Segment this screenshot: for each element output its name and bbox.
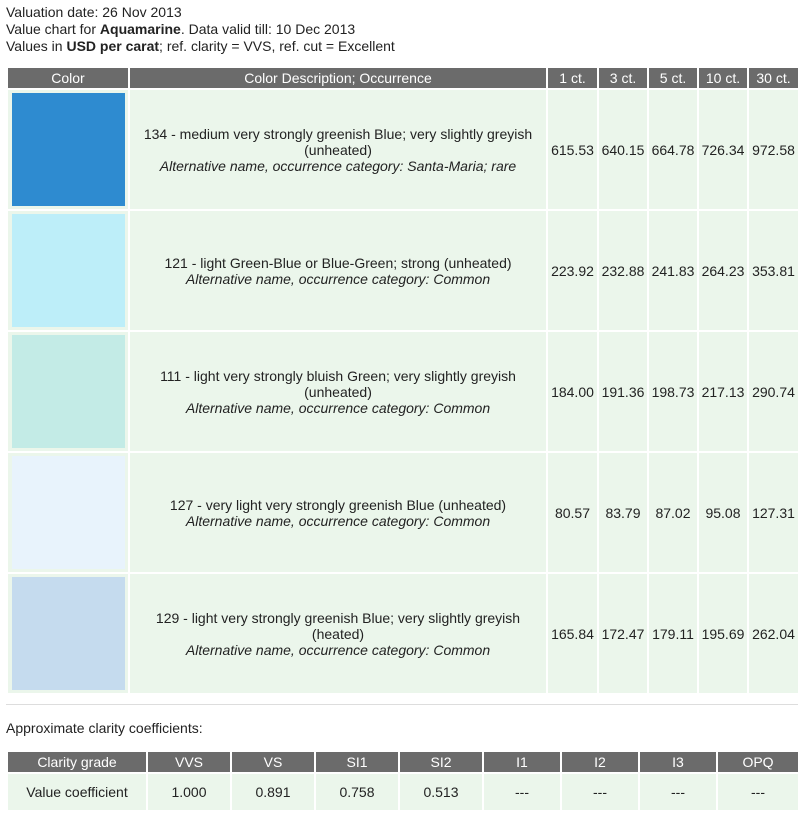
column-header: 5 ct. <box>649 68 697 88</box>
column-header: Color Description; Occurrence <box>130 68 546 88</box>
row: 127 - very light very strongly greenish … <box>8 453 798 572</box>
header-row: Clarity grade VVS VS SI1 SI2 I1 I2 I3 OPQ <box>8 752 798 772</box>
column-header: OPQ <box>718 752 798 772</box>
value-cell: 87.02 <box>649 453 697 572</box>
text: ; ref. clarity = VVS, ref. cut = Excelle… <box>159 38 395 54</box>
value-cell: 290.74 <box>749 332 798 451</box>
description-cell: 127 - very light very strongly greenish … <box>130 453 546 572</box>
text: . Data valid till: 10 Dec 2013 <box>180 21 356 37</box>
coefficient: --- <box>640 774 716 810</box>
header: Valuation date: 26 Nov 2013 Value chart … <box>6 4 395 55</box>
value-cell: 262.04 <box>749 574 798 693</box>
units-line: Values in USD per carat; ref. clarity = … <box>6 38 395 55</box>
value-cell: 172.47 <box>599 574 647 693</box>
color-swatch <box>11 456 125 569</box>
column-header: I2 <box>562 752 638 772</box>
value-cell: 972.58 <box>749 90 798 209</box>
color-swatch <box>11 214 125 327</box>
column-header: I1 <box>484 752 560 772</box>
clarity-title: Approximate clarity coefficients: <box>6 720 203 736</box>
text: Value chart for <box>6 21 100 37</box>
column-header: Clarity grade <box>8 752 146 772</box>
description: 134 - medium very strongly greenish Blue… <box>143 125 533 158</box>
column-header: SI2 <box>400 752 482 772</box>
color-swatch <box>11 335 125 448</box>
occurrence: Alternative name, occurrence category: C… <box>185 270 491 287</box>
occurrence: Alternative name, occurrence category: C… <box>185 399 491 416</box>
value-cell: 83.79 <box>599 453 647 572</box>
value-cell: 191.36 <box>599 332 647 451</box>
coefficient: --- <box>562 774 638 810</box>
row-label: Value coefficient <box>8 774 146 810</box>
header-row: Color Color Description; Occurrence 1 ct. 3… <box>8 68 798 88</box>
value-cell: 165.84 <box>548 574 597 693</box>
description: 129 - light very strongly greenish Blue;… <box>155 609 521 642</box>
column-header: SI1 <box>316 752 398 772</box>
column-header: I3 <box>640 752 716 772</box>
color-swatch <box>11 93 125 206</box>
swatch-cell <box>8 211 128 330</box>
separator <box>6 704 798 705</box>
value-cell: 127.31 <box>749 453 798 572</box>
value-table: Color Color Description; Occurrence 1 ct. 3… <box>6 66 800 695</box>
value-cell: 726.34 <box>699 90 747 209</box>
row: 121 - light Green-Blue or Blue-Green; st… <box>8 211 798 330</box>
value-cell: 232.88 <box>599 211 647 330</box>
value-cell: 241.83 <box>649 211 697 330</box>
description-cell: 134 - medium very strongly greenish Blue… <box>130 90 546 209</box>
value-cell: 95.08 <box>699 453 747 572</box>
description: 121 - light Green-Blue or Blue-Green; st… <box>164 254 512 271</box>
value-cell: 217.13 <box>699 332 747 451</box>
column-header: VS <box>232 752 314 772</box>
column-header: Color <box>8 68 128 88</box>
occurrence: Alternative name, occurrence category: S… <box>159 157 517 174</box>
value-cell: 179.11 <box>649 574 697 693</box>
clarity-table: Clarity grade VVS VS SI1 SI2 I1 I2 I3 OPQ Value c… <box>6 750 800 812</box>
coefficient: 0.758 <box>316 774 398 810</box>
column-header: 30 ct. <box>749 68 798 88</box>
swatch-cell <box>8 453 128 572</box>
value-cell: 615.53 <box>548 90 597 209</box>
value-cell: 223.92 <box>548 211 597 330</box>
gem-name: Aquamarine <box>99 21 181 37</box>
column-header: 10 ct. <box>699 68 747 88</box>
description-cell: 129 - light very strongly greenish Blue;… <box>130 574 546 693</box>
chart-line: Value chart for Aquamarine. Data valid t… <box>6 21 395 38</box>
value-cell: 353.81 <box>749 211 798 330</box>
column-header: 3 ct. <box>599 68 647 88</box>
swatch-cell <box>8 574 128 693</box>
units: USD per carat <box>66 38 160 54</box>
description-cell: 121 - light Green-Blue or Blue-Green; st… <box>130 211 546 330</box>
value-cell: 198.73 <box>649 332 697 451</box>
row: 111 - light very strongly bluish Green; … <box>8 332 798 451</box>
column-header: 1 ct. <box>548 68 597 88</box>
row: 129 - light very strongly greenish Blue;… <box>8 574 798 693</box>
color-swatch <box>11 577 125 690</box>
description: 111 - light very strongly bluish Green; … <box>160 367 516 400</box>
value-cell: 195.69 <box>699 574 747 693</box>
value-cell: 184.00 <box>548 332 597 451</box>
swatch-cell <box>8 90 128 209</box>
value-cell: 664.78 <box>649 90 697 209</box>
coefficient: 0.513 <box>400 774 482 810</box>
coefficient: 0.891 <box>232 774 314 810</box>
value-cell: 264.23 <box>699 211 747 330</box>
text: Values in <box>6 38 67 54</box>
coefficient: 1.000 <box>148 774 230 810</box>
description-cell: 111 - light very strongly bluish Green; … <box>130 332 546 451</box>
value-cell: 80.57 <box>548 453 597 572</box>
valuation-date: Valuation date: 26 Nov 2013 <box>6 4 182 20</box>
row: 134 - medium very strongly greenish Blue… <box>8 90 798 209</box>
description: 127 - very light very strongly greenish … <box>169 496 507 513</box>
value-cell: 640.15 <box>599 90 647 209</box>
column-header: VVS <box>148 752 230 772</box>
occurrence: Alternative name, occurrence category: C… <box>185 641 491 658</box>
row: Value coefficient 1.000 0.891 0.758 0.513 ---… <box>8 774 798 810</box>
coefficient: --- <box>484 774 560 810</box>
swatch-cell <box>8 332 128 451</box>
coefficient: --- <box>718 774 798 810</box>
occurrence: Alternative name, occurrence category: C… <box>185 512 491 529</box>
